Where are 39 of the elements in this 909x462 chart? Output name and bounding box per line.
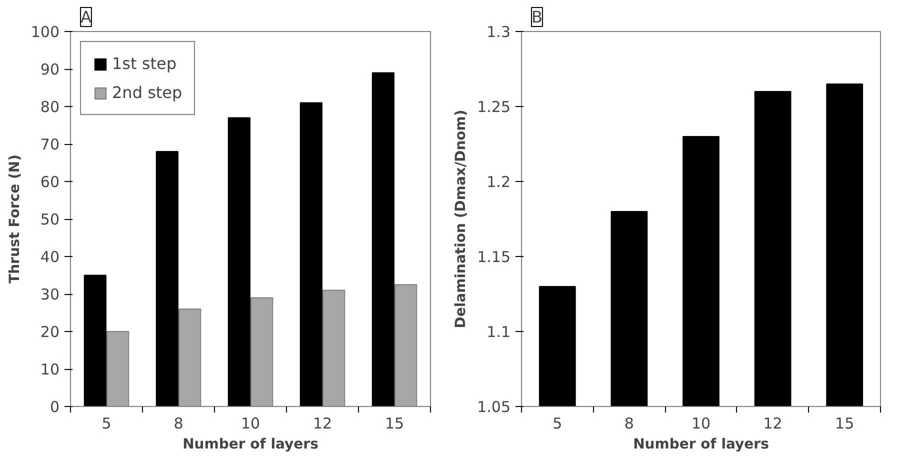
- x-tick-label: 8: [624, 414, 634, 432]
- y-tick-label: 90: [40, 60, 60, 78]
- y-tick-label: 30: [40, 286, 60, 304]
- y-tick-label: 1.2: [486, 173, 511, 191]
- bar: [300, 102, 322, 406]
- y-tick-label: 60: [40, 173, 60, 191]
- legend-label: 1st step: [112, 54, 176, 73]
- x-tick-label: 10: [691, 414, 711, 432]
- y-tick-label: 1.15: [477, 248, 511, 266]
- bar: [84, 274, 106, 406]
- y-tick-label: 1.25: [477, 98, 511, 116]
- x-tick-label: 8: [174, 414, 184, 432]
- y-tick-label: 80: [40, 98, 60, 116]
- x-tick-label: 12: [763, 414, 782, 432]
- x-tick-label: 12: [312, 414, 332, 432]
- bar: [372, 72, 394, 406]
- x-tick-label: 5: [552, 414, 562, 432]
- chart-title: B: [532, 8, 542, 26]
- x-tick-label: 5: [102, 414, 112, 432]
- x-tick-label: 15: [384, 414, 404, 432]
- bar: [156, 151, 178, 406]
- bar: [228, 117, 250, 406]
- x-tick-label: 15: [835, 414, 854, 432]
- y-axis-title: Thrust Force (N): [6, 154, 23, 284]
- y-tick-label: 70: [40, 136, 60, 154]
- y-tick-label: 10: [40, 360, 60, 378]
- y-tick-label: 0: [50, 398, 60, 416]
- y-tick-label: 40: [40, 248, 60, 266]
- y-tick-label: 20: [40, 323, 60, 341]
- x-axis-title: Number of layers: [182, 436, 318, 452]
- y-tick-label: 100: [30, 23, 60, 41]
- legend-label: 2nd step: [112, 83, 182, 102]
- y-tick-label: 1.3: [486, 23, 511, 41]
- y-tick-label: 1.1: [486, 323, 511, 341]
- x-tick-label: 10: [240, 414, 260, 432]
- x-axis-title: Number of layers: [633, 436, 769, 452]
- y-tick-label: 1.05: [477, 398, 511, 416]
- y-axis-title: Delamination (Dmax/Dnom): [453, 110, 470, 328]
- y-tick-label: 50: [40, 210, 60, 228]
